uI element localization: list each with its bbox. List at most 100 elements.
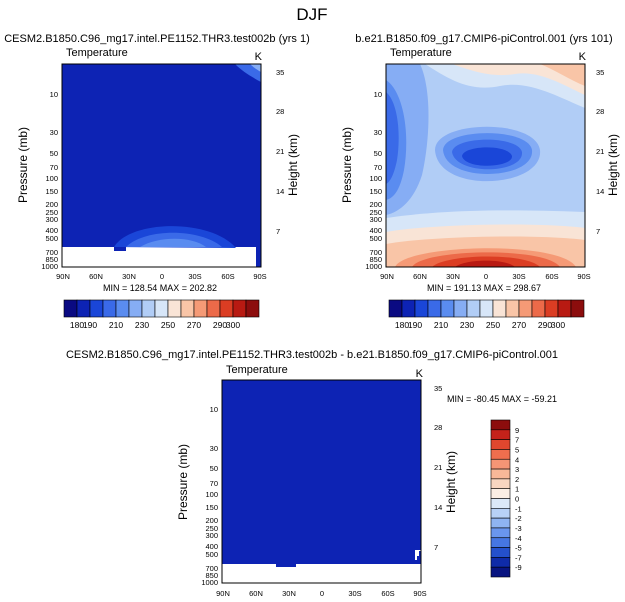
- y-tick-label: 100: [205, 490, 218, 499]
- y-axis-label: Pressure (mb): [16, 127, 30, 203]
- y-tick-label: 850: [369, 255, 382, 264]
- colorbar-swatch: [490, 557, 511, 568]
- colorbar-label: -9: [515, 563, 522, 572]
- panel-title: CESM2.B1850.C96_mg17.intel.PE1152.THR3.t…: [66, 349, 558, 361]
- plot-frame: [61, 63, 262, 268]
- y-tick-label: 300: [205, 531, 218, 540]
- x-axis: 90N 60N 30N 0 30S 60S 90S: [56, 272, 267, 281]
- x-tick-label: 60S: [381, 589, 394, 598]
- colorbar-label: 4: [515, 455, 519, 464]
- field-mask: [62, 247, 261, 267]
- x-tick-label: 0: [320, 589, 324, 598]
- colorbar-label: 230: [135, 320, 149, 330]
- y-tick-label: 100: [45, 174, 58, 183]
- colorbar-swatch: [167, 299, 182, 318]
- x-tick-label: 90N: [380, 272, 394, 281]
- y-tick-label: 30: [210, 444, 218, 453]
- y-tick-label: 10: [374, 90, 382, 99]
- x-axis: 90N 60N 30N 0 30S 60S 90S: [380, 272, 591, 281]
- x-tick-label: 30N: [122, 272, 136, 281]
- height-tick-label: 35: [434, 384, 442, 393]
- colorbar-label: 230: [460, 320, 474, 330]
- colorbar-swatch: [245, 299, 260, 318]
- y-tick-label: 50: [210, 464, 218, 473]
- y-tick-label: 200: [45, 200, 58, 209]
- field-patch: [256, 240, 261, 267]
- colorbar-swatch: [490, 458, 511, 470]
- colorbar-swatch: [219, 299, 234, 318]
- colorbar-swatch: [490, 498, 511, 509]
- x-tick-label: 90S: [413, 589, 426, 598]
- x-tick-label: 60N: [89, 272, 103, 281]
- colorbar-swatch: [76, 299, 91, 318]
- colorbar-label: 210: [434, 320, 448, 330]
- variable-label: Temperature: [226, 364, 288, 376]
- plot-frame: [385, 63, 586, 268]
- height-tick-label: 28: [276, 107, 284, 116]
- height-axis: 35 28 21 14 7 Height (km): [434, 384, 458, 552]
- stats-text: MIN = -80.45 MAX = -59.21: [447, 394, 557, 404]
- x-tick-label: 60S: [221, 272, 234, 281]
- colorbar-label: 290: [213, 320, 227, 330]
- colorbar-label: 250: [486, 320, 500, 330]
- y-tick-label: 10: [50, 90, 58, 99]
- colorbar-label: 3: [515, 465, 519, 474]
- colorbar-swatch: [206, 299, 221, 318]
- height-tick-label: 35: [596, 68, 604, 77]
- y-tick-label: 10: [210, 405, 218, 414]
- colorbar-label: 0: [515, 495, 519, 504]
- colorbar-swatch: [544, 299, 559, 318]
- height-axis: 35 28 21 14 7 Height (km): [276, 68, 300, 236]
- pressure-axis: 10 30 50 70 100 150 200 250 300 400 500 …: [16, 90, 58, 271]
- y-tick-label: 700: [45, 248, 58, 257]
- height-tick-label: 14: [434, 503, 442, 512]
- colorbar-swatch: [490, 508, 511, 519]
- colorbar-swatch: [490, 439, 511, 450]
- pressure-axis: 10 30 50 70 100 150 200 250 300 400 500 …: [340, 90, 382, 271]
- x-axis: 90N 60N 30N 0 30S 60S 90S: [216, 589, 427, 598]
- y-tick-label: 30: [50, 128, 58, 137]
- colorbar-swatch: [193, 299, 208, 318]
- colorbar-label: 270: [512, 320, 526, 330]
- colorbar-label: -4: [515, 534, 522, 543]
- y-axis-label: Pressure (mb): [340, 127, 354, 203]
- y-tick-label: 400: [369, 226, 382, 235]
- colorbar-swatch: [180, 299, 195, 318]
- y-tick-label: 1000: [365, 262, 382, 271]
- colorbar-swatch: [154, 299, 169, 318]
- x-tick-label: 0: [484, 272, 488, 281]
- units-label: K: [579, 51, 587, 63]
- y-tick-label: 500: [369, 234, 382, 243]
- plot-frame: [221, 379, 422, 584]
- y-tick-label: 400: [45, 226, 58, 235]
- field-background: [222, 380, 421, 583]
- x-tick-label: 90N: [216, 589, 230, 598]
- colorbar-swatch: [89, 299, 104, 318]
- colorbar-swatch: [490, 429, 511, 440]
- contour-region: [140, 238, 206, 247]
- colorbar-swatch: [490, 488, 511, 499]
- panel-control: b.e21.B1850.f09_g17.CMIP6-piControl.001 …: [340, 33, 620, 293]
- colorbar-swatch: [453, 299, 468, 318]
- field-patch: [415, 551, 421, 564]
- y-tick-label: 200: [205, 516, 218, 525]
- variable-label: Temperature: [66, 47, 128, 59]
- colorbar-swatch: [440, 299, 455, 318]
- x-tick-label: 30N: [282, 589, 296, 598]
- y-tick-label: 300: [369, 215, 382, 224]
- y-tick-label: 500: [45, 234, 58, 243]
- heatmap-field: [222, 380, 421, 583]
- height-tick-label: 7: [596, 227, 600, 236]
- colorbar-swatch: [115, 299, 130, 318]
- contour-region: [462, 147, 513, 166]
- height-tick-label: 28: [434, 423, 442, 432]
- y-tick-label: 70: [210, 479, 218, 488]
- stats-text: MIN = 128.54 MAX = 202.82: [103, 283, 217, 293]
- colorbar-swatch: [490, 419, 511, 431]
- y-tick-label: 100: [369, 174, 382, 183]
- colorbar-swatch: [531, 299, 546, 318]
- colorbar-swatch: [492, 299, 507, 318]
- height-tick-label: 7: [276, 227, 280, 236]
